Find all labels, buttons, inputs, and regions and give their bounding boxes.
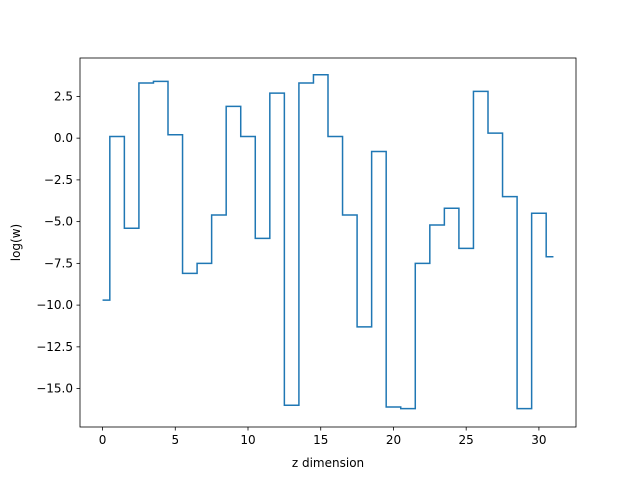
x-axis-label: z dimension [292,456,364,470]
y-tick-label: −12.5 [36,340,73,354]
y-tick-label: 0.0 [54,131,73,145]
axes-frame [79,57,577,428]
plot-area [102,73,554,410]
y-tick-label: −15.0 [36,382,73,396]
x-tick-label: 30 [531,433,546,447]
y-axis-label: log(w) [9,224,23,261]
y-tick-label: −2.5 [44,173,73,187]
y-tick-label: 2.5 [54,89,73,103]
x-tick-label: 15 [313,433,328,447]
y-tick-label: −7.5 [44,256,73,270]
y-tick-label: −10.0 [36,298,73,312]
x-axis-ticks: 0 5 10 15 20 25 30 [99,427,547,447]
x-tick-label: 10 [240,433,255,447]
y-tick-label: −5.0 [44,215,73,229]
y-axis-ticks: 2.5 0.0 −2.5 −5.0 −7.5 −10.0 −12.5 −15.0 [36,89,80,396]
series-step-line [102,73,554,410]
x-tick-label: 0 [99,433,107,447]
x-tick-label: 20 [386,433,401,447]
x-tick-label: 25 [459,433,474,447]
x-tick-label: 5 [171,433,179,447]
